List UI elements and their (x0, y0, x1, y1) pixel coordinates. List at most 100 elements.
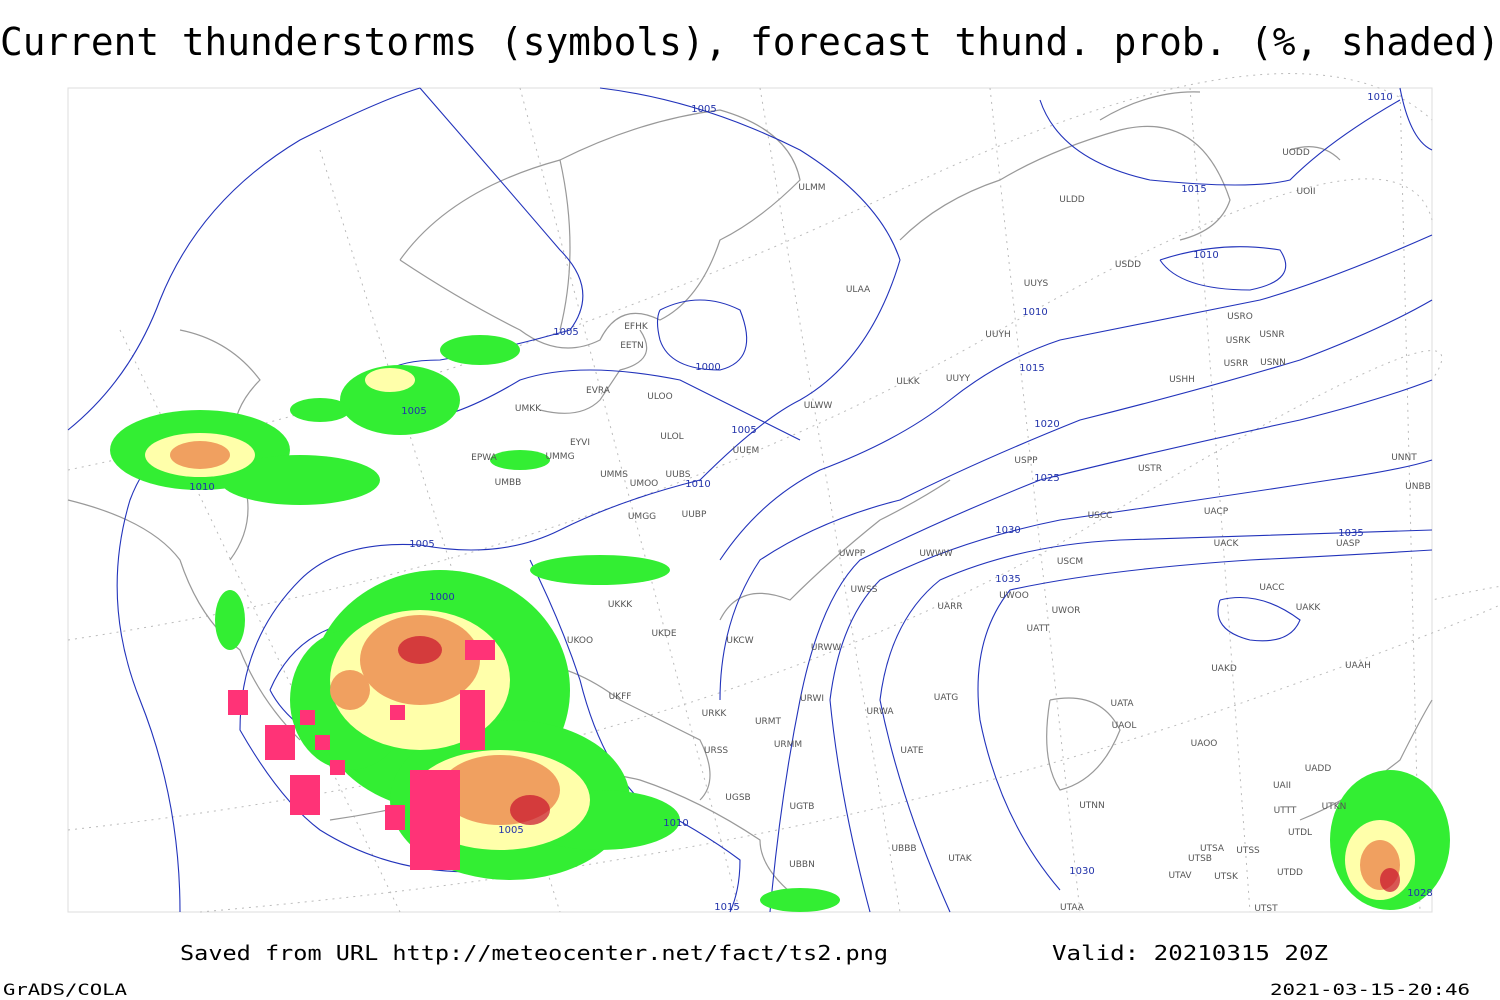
station-label: UWSS (851, 585, 878, 595)
station-label: UTSS (1236, 846, 1260, 856)
station-label: UKFF (609, 692, 632, 702)
station-label: ULOO (647, 392, 672, 402)
station-label: UUYY (946, 374, 971, 384)
isobar-label: 1015 (714, 902, 739, 913)
station-label: UTAV (1168, 871, 1192, 881)
station-label: UTTT (1274, 806, 1297, 816)
station-label: UTST (1254, 904, 1278, 914)
station-label: UWOO (999, 591, 1029, 601)
station-label: UMKK (515, 404, 542, 414)
isobar-label: 1010 (189, 482, 214, 493)
station-label: UGSB (725, 793, 750, 803)
station-label: UWOR (1052, 606, 1081, 616)
station-label: ULWW (804, 401, 833, 411)
station-label: USDD (1115, 260, 1141, 270)
station-label: URMT (755, 717, 782, 727)
station-label: ULOL (660, 432, 683, 442)
station-label: UGTB (790, 802, 815, 812)
station-label: UTSK (1214, 872, 1239, 882)
station-label: UTDD (1277, 868, 1303, 878)
station-label: EVRA (586, 386, 611, 396)
station-label: UATG (934, 693, 959, 703)
station-label: UWPP (839, 549, 866, 559)
isobar-label: 1010 (1367, 92, 1392, 103)
station-label: UTAA (1060, 903, 1085, 913)
isobar-label: 1010 (685, 479, 710, 490)
station-label: UATA (1110, 699, 1134, 709)
isobar-label: 1005 (553, 327, 578, 338)
isobar-label: 1020 (1034, 419, 1059, 430)
station-label: EETN (620, 341, 644, 351)
isobar-label: 1005 (401, 406, 426, 417)
station-label: UMMG (545, 452, 574, 462)
station-label: UAKK (1296, 603, 1322, 613)
station-label: URWW (811, 643, 841, 653)
station-label: USTR (1138, 464, 1162, 474)
station-label: UOII (1297, 187, 1316, 197)
station-label: UMBB (495, 478, 522, 488)
station-label: UMMS (600, 470, 628, 480)
station-label: URKK (702, 709, 728, 719)
station-label: UACP (1204, 507, 1229, 517)
map: 1005 1010 1015 1010 1005 1010 1000 1015 1005 1005… (67, 73, 1500, 914)
probability-shading (110, 335, 1450, 912)
station-label: USRK (1226, 336, 1252, 346)
station-label: UKDE (651, 629, 676, 639)
station-label: UUYH (985, 330, 1010, 340)
station-label: USNR (1259, 330, 1284, 340)
title: Current thunderstorms (symbols), forecas… (0, 20, 1500, 64)
station-label: UADD (1305, 764, 1332, 774)
station-label: EYVI (570, 438, 590, 448)
station-label: UAII (1273, 781, 1291, 791)
station-label: UMOO (630, 479, 659, 489)
station-label: UUBS (666, 470, 691, 480)
station-label: UMGG (628, 512, 656, 522)
station-label: ULKK (896, 377, 921, 387)
isobar-label: 1005 (498, 825, 523, 836)
station-label: EFHK (624, 322, 649, 332)
station-label: USNN (1260, 358, 1286, 368)
station-label: EPWA (471, 453, 498, 463)
timestamp: 2021-03-15-20:46 (1270, 980, 1470, 999)
station-label: UTDL (1288, 828, 1312, 838)
valid-time: Valid: 20210315 20Z (1052, 941, 1328, 965)
isobar-label: 1005 (409, 539, 434, 550)
station-label: UNNT (1391, 453, 1417, 463)
station-label: UBBB (891, 844, 916, 854)
station-label: UUEM (733, 446, 760, 456)
isobar-label: 1010 (663, 818, 688, 829)
station-label: UAOO (1191, 739, 1218, 749)
station-label: UODD (1282, 148, 1310, 158)
isobar-label: 1005 (731, 425, 756, 436)
station-label: UKCW (726, 636, 753, 646)
source-url: Saved from URL http://meteocenter.net/fa… (180, 941, 888, 965)
isobar-label: 1035 (1338, 528, 1363, 539)
isobar-label: 1025 (1034, 473, 1059, 484)
station-label: USCM (1057, 557, 1083, 567)
isobar-label: 1015 (1181, 184, 1206, 195)
station-label: UUYS (1024, 279, 1049, 289)
isobar-label: 1010 (1022, 307, 1047, 318)
station-label: UASP (1336, 539, 1360, 549)
isobar-label: 1010 (1193, 250, 1218, 261)
station-label: UBBN (789, 860, 815, 870)
station-label: URWI (800, 694, 824, 704)
isobar-label: 1015 (1019, 363, 1044, 374)
station-label: UTSA (1200, 844, 1225, 854)
station-label: UUBP (682, 510, 707, 520)
station-label: URMM (774, 740, 802, 750)
station-label: UATE (900, 746, 924, 756)
station-label: UAKD (1211, 664, 1237, 674)
station-label: UATT (1027, 624, 1050, 634)
station-label: USHH (1169, 375, 1195, 385)
station-label: UTAK (948, 854, 973, 864)
station-label: ULAA (846, 285, 871, 295)
station-label: UACK (1214, 539, 1240, 549)
station-label: UTSB (1188, 854, 1212, 864)
station-label: UKKK (608, 600, 633, 610)
station-label: UWWW (919, 549, 952, 559)
station-label: ULMM (798, 183, 825, 193)
station-label: USPP (1014, 456, 1038, 466)
station-label: UAOL (1112, 721, 1137, 731)
